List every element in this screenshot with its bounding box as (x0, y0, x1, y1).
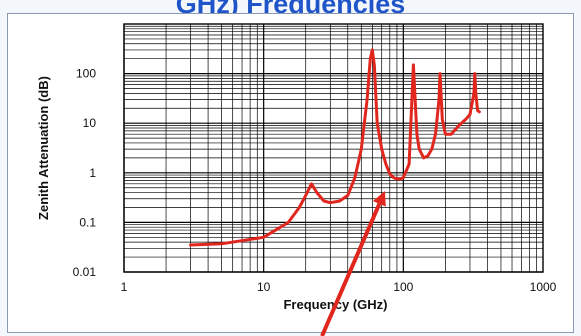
arrow-shaft (320, 203, 382, 336)
x-tick-label: 1 (121, 280, 128, 294)
annotation-arrow (320, 190, 386, 336)
y-axis-label: Zenith Attenuation (dB) (36, 76, 51, 220)
y-tick-label: 1 (89, 166, 96, 180)
grid (123, 24, 543, 273)
y-tick-label: 0.01 (73, 265, 97, 279)
x-tick-label: 1000 (530, 280, 557, 294)
y-tick-label: 10 (83, 116, 97, 130)
x-tick-label: 100 (393, 280, 413, 294)
x-tick-label: 10 (257, 280, 271, 294)
arrow-head (372, 190, 386, 207)
attenuation-curve (189, 48, 481, 247)
y-tick-label: 100 (76, 67, 96, 81)
plot-border (123, 23, 544, 273)
y-tick-label: 0.1 (79, 215, 96, 229)
